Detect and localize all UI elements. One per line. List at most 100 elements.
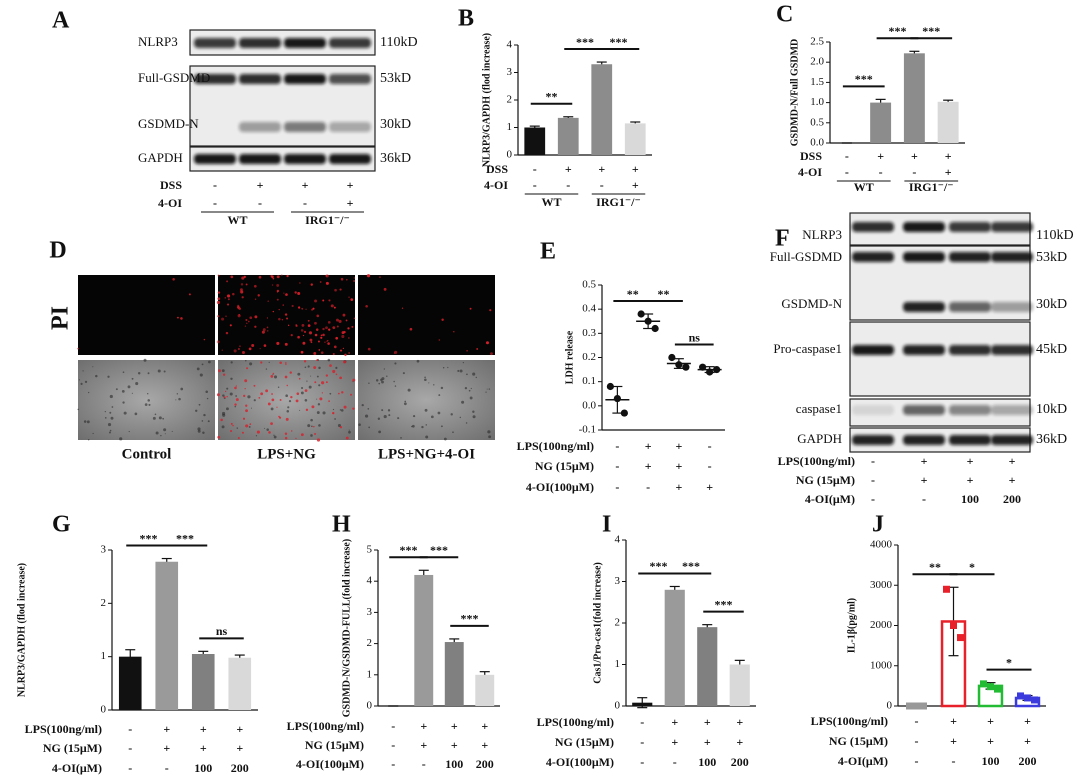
cell	[267, 300, 270, 302]
cell	[115, 388, 118, 391]
cell	[393, 352, 396, 354]
cell	[158, 416, 162, 420]
cell	[306, 380, 308, 382]
treatment-value: +	[704, 715, 711, 729]
bar	[557, 117, 579, 155]
significance-label: ***	[576, 35, 594, 49]
cell	[217, 315, 220, 318]
cell	[256, 430, 260, 434]
cell	[490, 352, 493, 356]
cell	[248, 425, 251, 428]
treatment-value: -	[615, 439, 619, 453]
cell	[122, 401, 125, 404]
cell	[305, 408, 309, 412]
cell	[488, 435, 492, 439]
point	[950, 622, 957, 629]
cell	[229, 392, 233, 396]
cell	[287, 406, 290, 409]
panel-letter: A	[52, 8, 70, 34]
band-size: 10kD	[1036, 402, 1067, 417]
point	[706, 368, 714, 376]
treatment-value: -	[915, 714, 919, 728]
y-tick-label: 5	[367, 544, 373, 556]
cell	[272, 372, 275, 375]
point	[644, 317, 652, 325]
y-tick-label: 0.0	[810, 137, 824, 149]
treatment-value: -	[640, 735, 644, 749]
treatment-value: -	[640, 755, 644, 769]
significance-label: *	[969, 560, 975, 574]
cell	[437, 411, 441, 415]
y-tick-label: 2	[615, 617, 621, 629]
treatment-name: NG (15μM)	[796, 473, 855, 487]
y-tick-label: 3000	[870, 579, 893, 591]
cell	[339, 349, 343, 352]
cell	[216, 300, 220, 305]
cell	[171, 430, 173, 432]
cell	[237, 306, 240, 309]
treatment-value: +	[671, 715, 678, 729]
cell	[288, 399, 292, 403]
cell	[216, 393, 220, 397]
treatment-value: -	[391, 757, 395, 771]
cell	[302, 341, 306, 345]
cell	[273, 375, 278, 379]
cell	[221, 369, 225, 373]
point	[957, 634, 964, 642]
treatment-value: +	[675, 480, 682, 494]
treatment-value: +	[347, 196, 354, 210]
band	[852, 345, 894, 355]
cell	[353, 277, 355, 279]
cell	[254, 298, 257, 300]
cell	[381, 380, 384, 384]
cell	[308, 385, 312, 389]
treatment-value: +	[200, 722, 207, 736]
panel-letter: I	[602, 512, 611, 538]
bar	[632, 702, 653, 706]
cell	[316, 398, 318, 400]
cell	[283, 292, 285, 294]
treatment-value: -	[128, 741, 132, 755]
cell	[230, 275, 234, 279]
cell	[320, 334, 323, 337]
cell	[260, 361, 263, 364]
treatment-value: -	[615, 459, 619, 473]
cell	[163, 428, 167, 432]
cell	[285, 363, 287, 366]
cell	[472, 410, 475, 413]
cell	[311, 425, 313, 428]
band	[903, 252, 945, 262]
cell	[217, 297, 221, 301]
cell	[258, 397, 261, 399]
point	[906, 702, 913, 710]
cell	[175, 399, 177, 401]
cell	[290, 395, 293, 399]
treatment-value: -	[128, 761, 132, 775]
cell	[108, 431, 111, 434]
cell	[279, 399, 282, 401]
cell	[416, 359, 420, 363]
treatment-value: +	[481, 738, 488, 752]
cell	[333, 306, 336, 309]
cell	[304, 398, 308, 402]
treatment-value: +	[163, 741, 170, 755]
cell	[225, 331, 229, 335]
cell	[469, 307, 472, 310]
cell	[282, 304, 284, 306]
cell	[77, 408, 79, 411]
cell	[307, 324, 311, 327]
cell	[87, 391, 90, 394]
treatment-name: LPS(100ng/ml)	[25, 722, 102, 736]
band	[949, 345, 991, 355]
cell	[255, 435, 258, 437]
cell	[247, 395, 251, 399]
cell	[143, 358, 147, 362]
treatment-value: +	[632, 162, 639, 176]
treatment-value: +	[1009, 454, 1016, 468]
treatment-name: NG (15μM)	[829, 734, 888, 748]
significance-label: *	[1006, 655, 1012, 669]
cell	[148, 403, 151, 406]
cell	[107, 423, 112, 427]
cell	[462, 362, 465, 364]
cell	[300, 386, 304, 390]
